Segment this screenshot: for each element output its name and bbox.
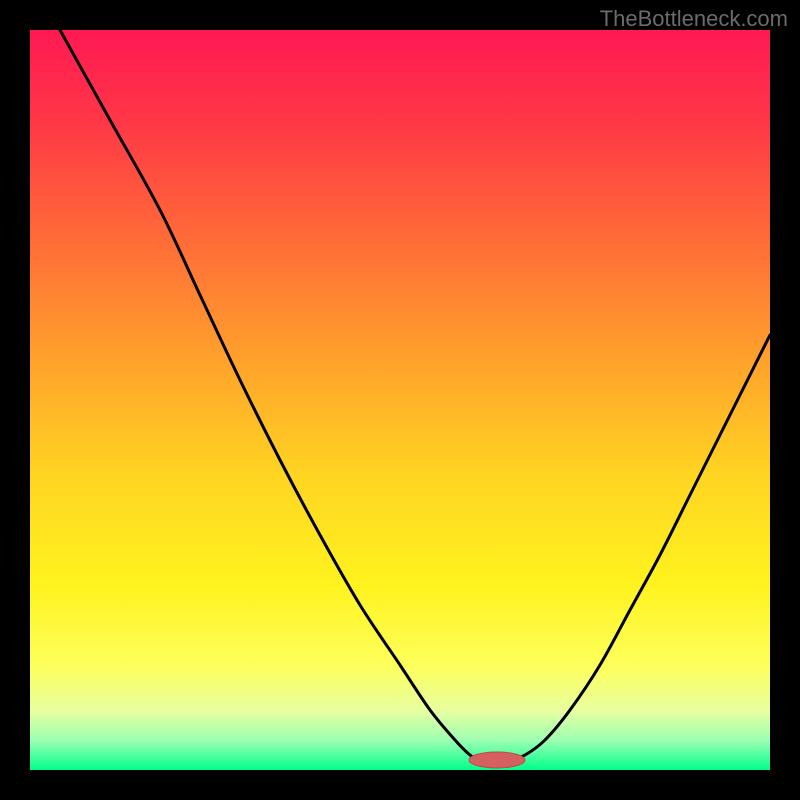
bottleneck-chart — [0, 0, 800, 800]
chart-background — [30, 30, 770, 770]
optimal-point-marker — [469, 752, 525, 768]
watermark-text: TheBottleneck.com — [600, 6, 788, 32]
chart-container: TheBottleneck.com — [0, 0, 800, 800]
